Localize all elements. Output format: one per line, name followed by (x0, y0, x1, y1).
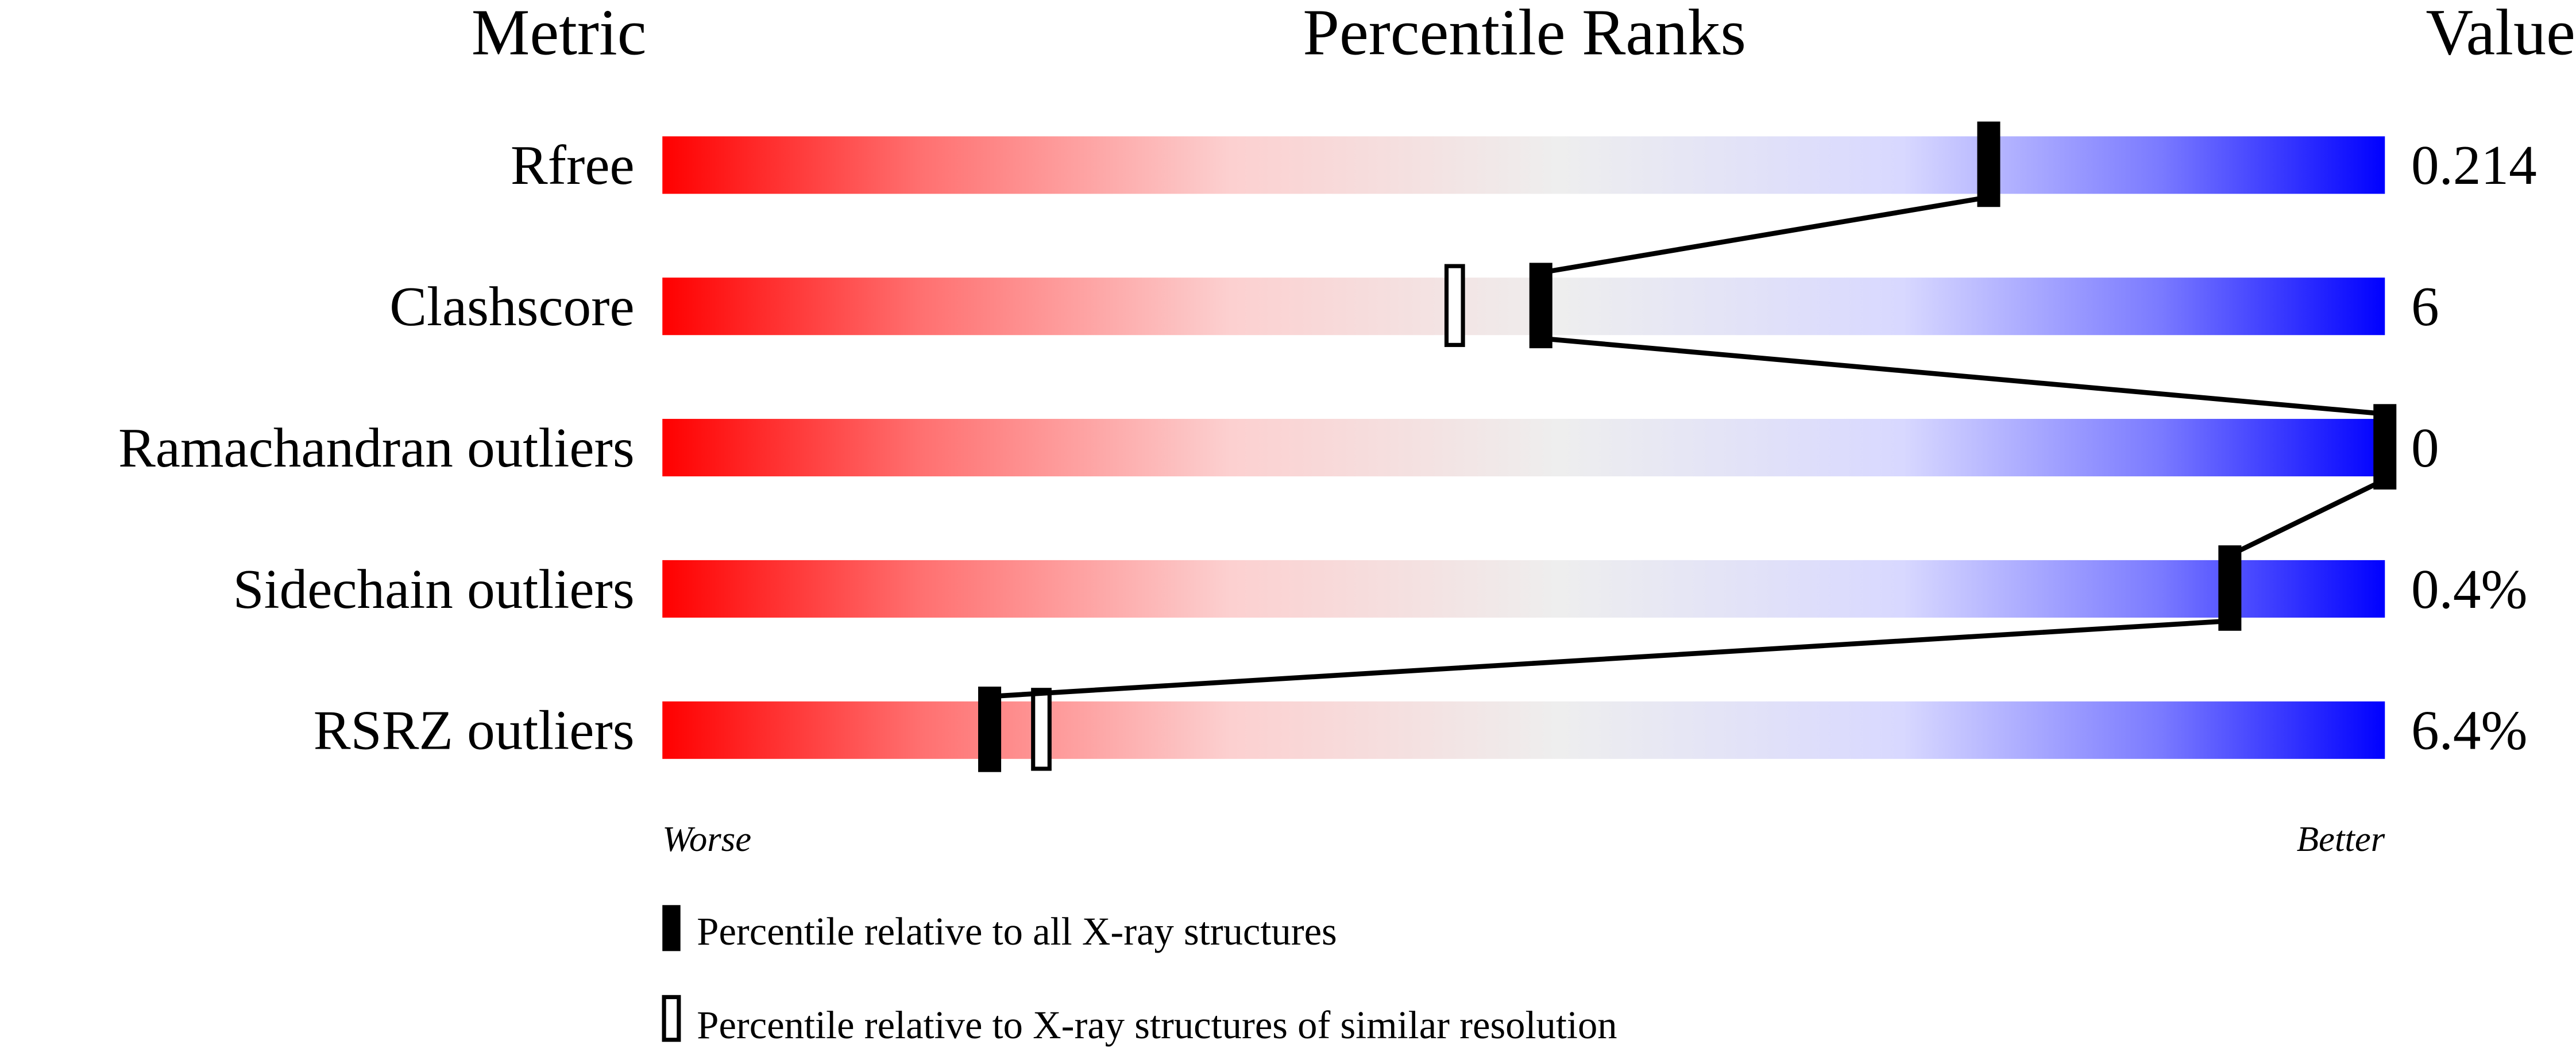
similar-resolution-marker (1444, 264, 1465, 347)
all-structures-marker (978, 687, 1002, 772)
metric-value: 0 (2411, 417, 2439, 479)
all-structures-marker (1529, 263, 1552, 349)
metric-label: RSRZ outliers (314, 700, 635, 762)
legend-similar-label: Percentile relative to X-ray structures … (697, 1003, 1617, 1047)
legend-filled-marker (662, 905, 681, 951)
percentile-bar (662, 136, 2385, 194)
metric-value: 6 (2411, 276, 2439, 338)
metric-value: 0.214 (2411, 134, 2537, 196)
metric-label: Ramachandran outliers (118, 417, 635, 479)
header-percentile-ranks: Percentile Ranks (1303, 0, 1746, 68)
percentile-bar (662, 278, 2385, 336)
metric-label: Sidechain outliers (233, 558, 635, 621)
all-structures-marker (2218, 545, 2242, 631)
header-metric: Metric (472, 0, 647, 68)
connecting-line (989, 194, 2386, 699)
worse-label: Worse (662, 819, 751, 859)
header-value: Value (2426, 0, 2575, 68)
metric-value: 0.4% (2411, 558, 2527, 621)
percentile-bar (662, 560, 2385, 618)
all-structures-marker (1977, 121, 2000, 207)
better-label: Better (2297, 819, 2385, 859)
percentile-bar (662, 701, 2385, 759)
legend-all-label: Percentile relative to all X-ray structu… (697, 910, 1337, 953)
legend-open-marker (662, 995, 681, 1042)
metric-value: 6.4% (2411, 700, 2527, 762)
percentile-bar (662, 419, 2385, 477)
metric-label: Rfree (511, 134, 635, 196)
similar-resolution-marker (1031, 688, 1052, 771)
all-structures-marker (2373, 404, 2397, 490)
metric-label: Clashscore (389, 276, 634, 338)
